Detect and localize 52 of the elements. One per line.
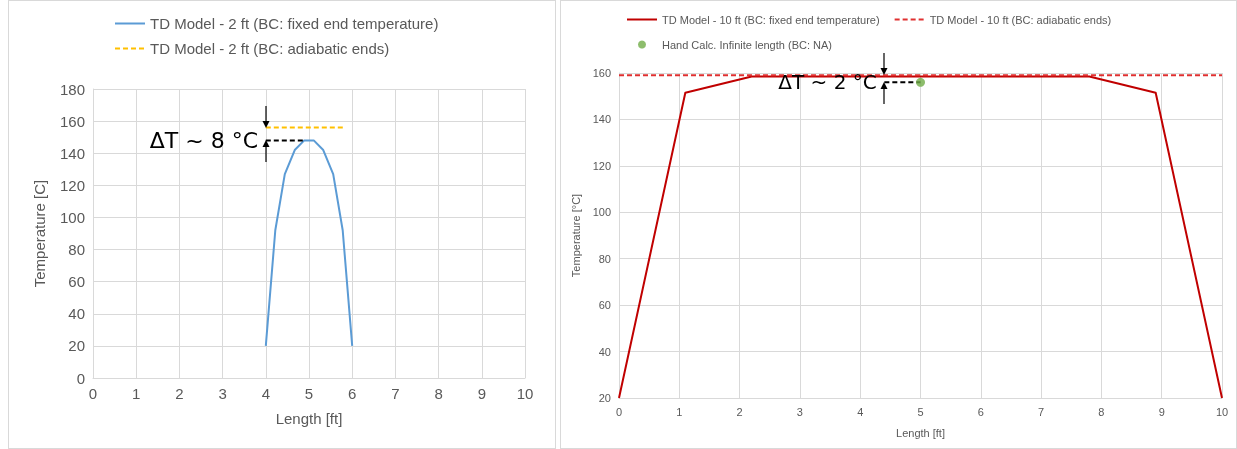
line-series	[264, 139, 354, 347]
x-tick-label: 10	[516, 385, 534, 402]
x-tick-label: 2	[736, 405, 743, 418]
y-tick-label: 100	[592, 206, 611, 219]
x-tick-label: 8	[1098, 405, 1105, 418]
y-tick-label: 80	[598, 252, 611, 265]
x-tick-label: 5	[304, 385, 314, 402]
x-tick-label: 7	[391, 385, 400, 402]
y-axis-title: Temperature [C]	[31, 179, 48, 288]
legend-label: TD Model - 10 ft (BC: fixed end temperature)	[662, 13, 880, 26]
y-tick-label: 0	[76, 369, 85, 387]
y-axis-title: Temperature [°C]	[569, 193, 582, 278]
y-tick-label: 60	[68, 273, 85, 291]
x-tick-label: 9	[477, 385, 486, 402]
x-tick-label: 6	[348, 385, 357, 402]
y-tick-label: 20	[598, 392, 611, 404]
y-tick-label: 40	[598, 345, 611, 358]
y-tick-label: 120	[592, 159, 611, 172]
annotation: ΔT ~ 8 °C	[149, 127, 259, 153]
y-tick-label: 80	[68, 241, 85, 259]
legend-label: TD Model - 2 ft (BC: adiabatic ends)	[150, 40, 390, 57]
x-tick-label: 2	[175, 385, 184, 402]
x-tick-label: 8	[434, 385, 443, 402]
legend-label: Hand Calc. Infinite length (BC: NA)	[662, 38, 832, 51]
y-tick-label: 20	[68, 337, 85, 355]
legend-label: TD Model - 2 ft (BC: fixed end temperature)	[150, 15, 439, 32]
y-tick-label: 140	[59, 144, 85, 162]
y-tick-label: 120	[59, 176, 85, 194]
x-tick-label: 0	[88, 385, 98, 402]
y-tick-label: 100	[59, 208, 85, 226]
y-tick-label: 160	[59, 112, 85, 130]
x-tick-label: 10	[1215, 405, 1229, 418]
y-tick-label: 60	[598, 299, 611, 312]
x-axis-title: Length [ft]	[896, 426, 945, 439]
x-tick-label: 9	[1158, 405, 1165, 418]
annotation: ΔT ~ 2 °C	[778, 70, 877, 95]
x-tick-label: 4	[857, 405, 864, 418]
x-tick-label: 5	[917, 405, 924, 418]
x-tick-label: 0	[615, 405, 623, 418]
y-tick-label: 160	[592, 67, 611, 79]
x-tick-label: 4	[261, 385, 270, 402]
x-tick-label: 3	[796, 405, 803, 418]
x-axis-title: Length [ft]	[275, 410, 343, 427]
x-tick-label: 1	[676, 405, 683, 418]
x-tick-label: 3	[218, 385, 227, 402]
x-tick-label: 1	[132, 385, 141, 402]
y-tick-label: 140	[592, 113, 611, 126]
y-tick-label: 40	[68, 305, 85, 323]
x-tick-label: 6	[977, 405, 984, 418]
y-tick-label: 180	[59, 80, 85, 98]
x-tick-label: 7	[1038, 405, 1045, 418]
legend-label: TD Model - 10 ft (BC: adiabatic ends)	[929, 13, 1112, 26]
